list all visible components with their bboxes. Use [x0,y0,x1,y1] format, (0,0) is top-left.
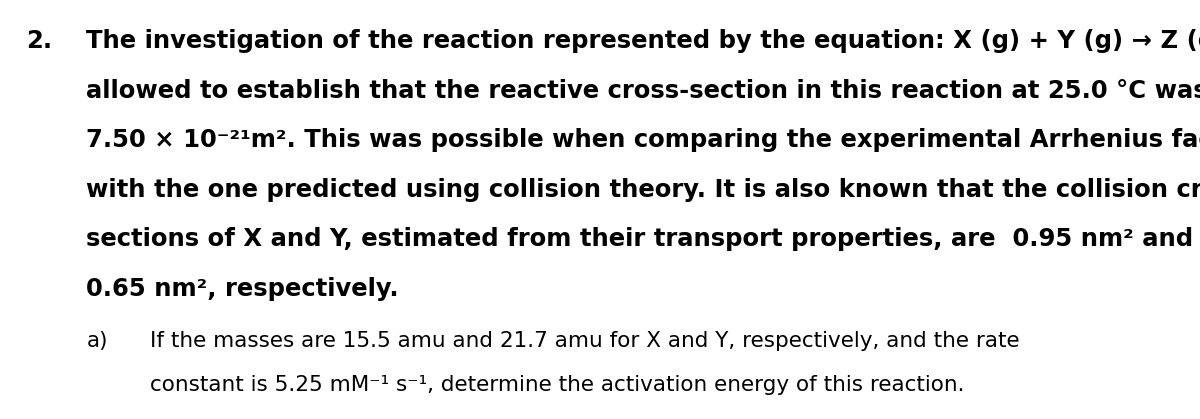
Text: 7.50 × 10⁻²¹m². This was possible when comparing the experimental Arrhenius fact: 7.50 × 10⁻²¹m². This was possible when c… [86,128,1200,152]
Text: 0.65 nm², respectively.: 0.65 nm², respectively. [86,277,400,300]
Text: constant is 5.25 mM⁻¹ s⁻¹, determine the activation energy of this reaction.: constant is 5.25 mM⁻¹ s⁻¹, determine the… [150,375,965,395]
Text: 2.: 2. [26,29,53,53]
Text: with the one predicted using collision theory. It is also known that the collisi: with the one predicted using collision t… [86,178,1200,202]
Text: allowed to establish that the reactive cross-section in this reaction at 25.0 °C: allowed to establish that the reactive c… [86,79,1200,103]
Text: The investigation of the reaction represented by the equation: X (g) + Y (g) → Z: The investigation of the reaction repres… [86,29,1200,53]
Text: a): a) [86,331,108,351]
Text: sections of X and Y, estimated from their transport properties, are  0.95 nm² an: sections of X and Y, estimated from thei… [86,227,1194,251]
Text: If the masses are 15.5 amu and 21.7 amu for X and Y, respectively, and the rate: If the masses are 15.5 amu and 21.7 amu … [150,331,1020,351]
